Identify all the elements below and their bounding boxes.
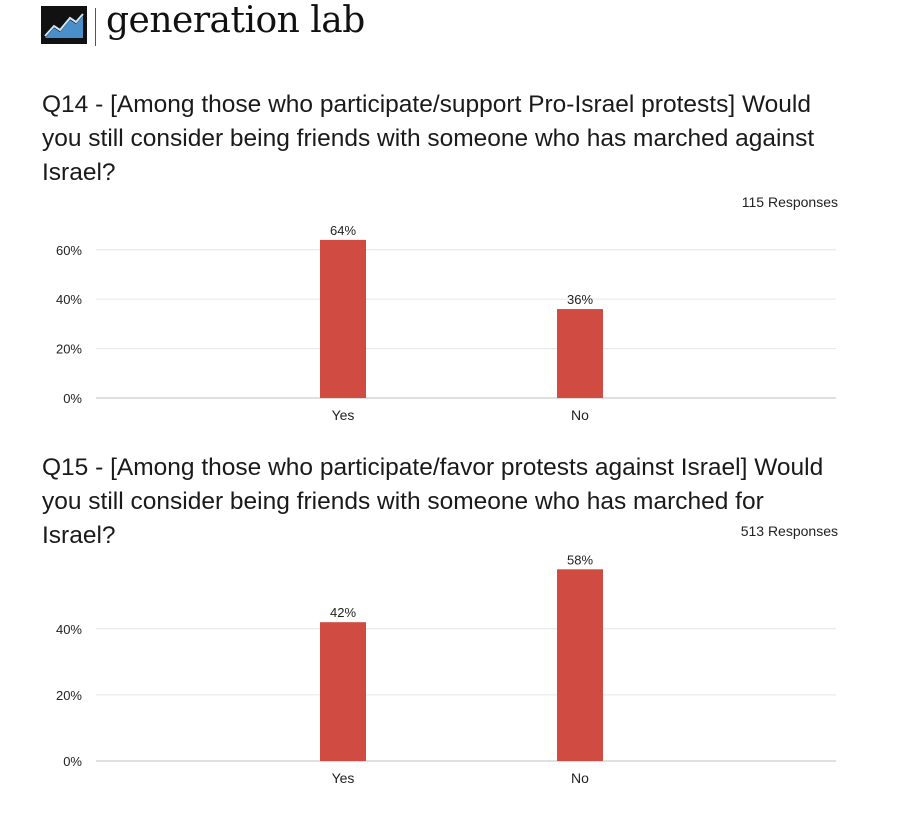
chart-2-question: Q15 - [Among those who participate/favor… xyxy=(42,454,824,549)
y-tick-label: 40% xyxy=(56,622,82,637)
data-label: 42% xyxy=(330,605,356,620)
data-label: 36% xyxy=(567,292,593,307)
chart-1-responses: 115 Responses xyxy=(741,194,838,210)
bar xyxy=(557,569,603,761)
logo xyxy=(41,6,87,44)
chart-1-question: Q14 - [Among those who participate/suppo… xyxy=(42,91,815,186)
bar xyxy=(320,622,366,761)
x-tick-label: No xyxy=(571,407,589,423)
brand-name: generation lab xyxy=(106,0,365,41)
x-tick-label: Yes xyxy=(332,407,355,423)
data-label: 58% xyxy=(567,552,593,567)
y-tick-label: 20% xyxy=(56,342,82,357)
y-tick-label: 20% xyxy=(56,688,82,703)
chart-2-responses: 513 Responses xyxy=(740,523,838,539)
mountain-chart-icon xyxy=(44,13,84,38)
logo-divider xyxy=(95,8,96,46)
bar xyxy=(320,239,366,398)
y-tick-label: 0% xyxy=(63,391,82,406)
y-tick-label: 0% xyxy=(63,754,82,769)
x-tick-label: Yes xyxy=(332,770,355,786)
y-tick-label: 60% xyxy=(56,243,82,258)
bar xyxy=(557,309,603,398)
x-tick-label: No xyxy=(571,770,589,786)
chart-1: 0% 20% 40% 60% 64% Yes 36% No xyxy=(56,223,836,423)
data-label: 64% xyxy=(330,223,356,238)
y-tick-label: 40% xyxy=(56,292,82,307)
